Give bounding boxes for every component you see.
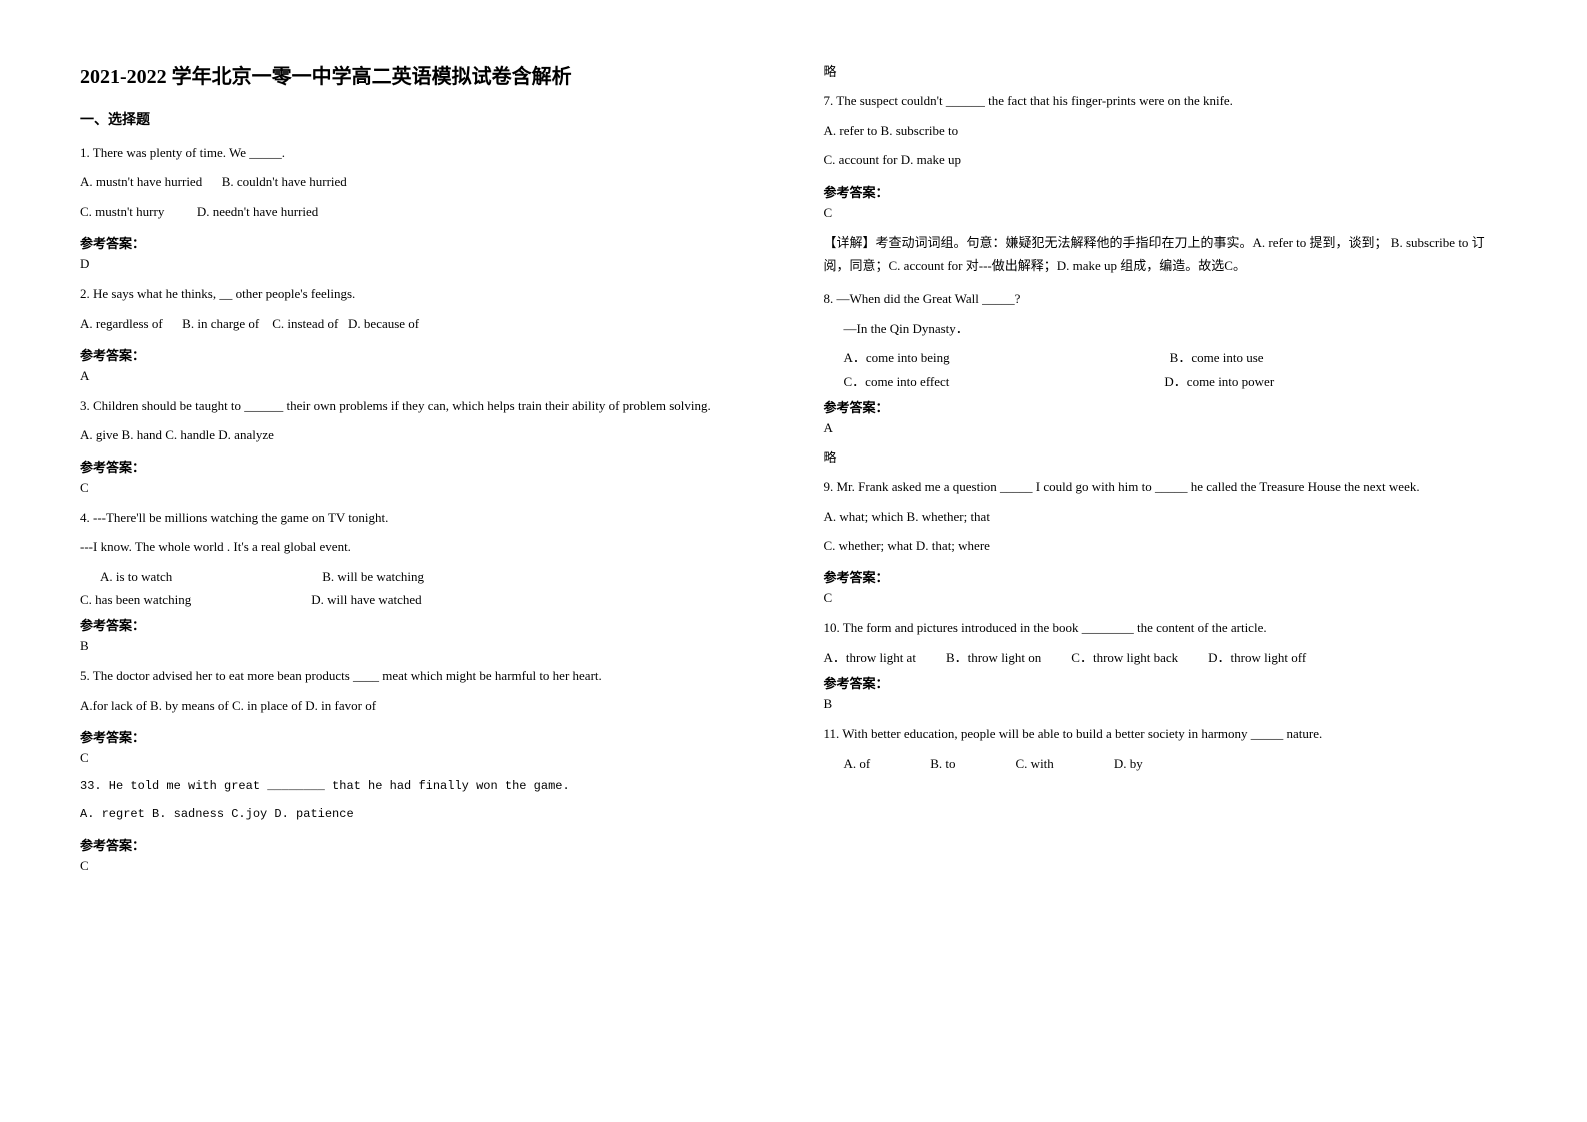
- q6-text: 33. He told me with great ________ that …: [80, 776, 764, 798]
- q1-options-row1: A. mustn't have hurried B. couldn't have…: [80, 170, 764, 193]
- section-header: 一、选择题: [80, 109, 764, 129]
- q4-optA: A. is to watch: [100, 565, 172, 588]
- q7-answer-label: 参考答案：: [824, 182, 1508, 201]
- q8-text: 8. —When did the Great Wall _____?: [824, 287, 1508, 310]
- q5-text: 5. The doctor advised her to eat more be…: [80, 664, 764, 687]
- q3-text: 3. Children should be taught to ______ t…: [80, 394, 764, 417]
- q2-answer-label: 参考答案：: [80, 345, 764, 364]
- q4-answer-label: 参考答案：: [80, 615, 764, 634]
- q11-optA: A. of: [844, 752, 871, 775]
- q11-optC: C. with: [1016, 752, 1054, 775]
- q8-optB: B．come into use: [1170, 346, 1264, 369]
- q7-options2: C. account for D. make up: [824, 148, 1508, 171]
- q2-optC: C. instead of: [272, 316, 338, 331]
- q3-answer: C: [80, 480, 764, 496]
- left-column: 2021-2022 学年北京一零一中学高二英语模拟试卷含解析 一、选择题 1. …: [80, 60, 764, 1062]
- q1-options-row2: C. mustn't hurry D. needn't have hurried: [80, 200, 764, 223]
- explanation-label: 【详解】: [824, 235, 876, 250]
- q2-optD: D. because of: [348, 316, 419, 331]
- q7-text: 7. The suspect couldn't ______ the fact …: [824, 89, 1508, 112]
- q1-optC: C. mustn't hurry: [80, 204, 164, 219]
- omit2: 略: [824, 446, 1508, 469]
- q4-text2: ---I know. The whole world . It's a real…: [80, 535, 764, 558]
- q2-text: 2. He says what he thinks, __ other peop…: [80, 282, 764, 305]
- q2-optB: B. in charge of: [182, 316, 259, 331]
- q2-optA: A. regardless of: [80, 316, 163, 331]
- q2-answer: A: [80, 368, 764, 384]
- q7-explanation-text: 考查动词词组。句意：嫌疑犯无法解释他的手指印在刀上的事实。A. refer to…: [824, 235, 1485, 273]
- q8-optA: A．come into being: [844, 346, 950, 369]
- q9-options1: A. what; which B. whether; that: [824, 505, 1508, 528]
- q11-optD: D. by: [1114, 752, 1143, 775]
- q1-text: 1. There was plenty of time. We _____.: [80, 141, 764, 164]
- q1-answer-label: 参考答案：: [80, 233, 764, 252]
- q6-answer-label: 参考答案：: [80, 835, 764, 854]
- q4-options-row2: C. has been watching D. will have watche…: [80, 588, 764, 611]
- q8-answer: A: [824, 420, 1508, 436]
- q4-optD: D. will have watched: [311, 588, 421, 611]
- q8-text2: —In the Qin Dynasty．: [844, 317, 1508, 340]
- q1-optA: A. mustn't have hurried: [80, 174, 202, 189]
- q7-answer: C: [824, 205, 1508, 221]
- q3-answer-label: 参考答案：: [80, 457, 764, 476]
- q10-options: A．throw light at B．throw light on C．thro…: [824, 646, 1508, 669]
- q6-answer: C: [80, 858, 764, 874]
- q8-optD: D．come into power: [1164, 370, 1274, 393]
- q4-optB: B. will be watching: [322, 565, 424, 588]
- q9-text: 9. Mr. Frank asked me a question _____ I…: [824, 475, 1508, 498]
- q3-options: A. give B. hand C. handle D. analyze: [80, 423, 764, 446]
- q4-text: 4. ---There'll be millions watching the …: [80, 506, 764, 529]
- q9-answer-label: 参考答案：: [824, 567, 1508, 586]
- q8-answer-label: 参考答案：: [824, 397, 1508, 416]
- right-column: 略 7. The suspect couldn't ______ the fac…: [824, 60, 1508, 1062]
- q9-options2: C. whether; what D. that; where: [824, 534, 1508, 557]
- q10-text: 10. The form and pictures introduced in …: [824, 616, 1508, 639]
- q10-optA: A．throw light at: [824, 646, 916, 669]
- omit1: 略: [824, 60, 1508, 83]
- q10-optB: B．throw light on: [946, 646, 1041, 669]
- q1-optB: B. couldn't have hurried: [222, 174, 347, 189]
- q7-explanation: 【详解】考查动词词组。句意：嫌疑犯无法解释他的手指印在刀上的事实。A. refe…: [824, 231, 1508, 278]
- q1-answer: D: [80, 256, 764, 272]
- q10-optD: D．throw light off: [1208, 646, 1306, 669]
- q4-answer: B: [80, 638, 764, 654]
- q5-answer-label: 参考答案：: [80, 727, 764, 746]
- document-title: 2021-2022 学年北京一零一中学高二英语模拟试卷含解析: [80, 60, 764, 89]
- q10-optC: C．throw light back: [1071, 646, 1178, 669]
- q7-options1: A. refer to B. subscribe to: [824, 119, 1508, 142]
- q11-options: A. of B. to C. with D. by: [844, 752, 1508, 775]
- q11-text: 11. With better education, people will b…: [824, 722, 1508, 745]
- q5-options: A.for lack of B. by means of C. in place…: [80, 694, 764, 717]
- q8-options-row2: C．come into effect D．come into power: [844, 370, 1508, 393]
- q5-answer: C: [80, 750, 764, 766]
- q6-options: A. regret B. sadness C.joy D. patience: [80, 804, 764, 826]
- q2-options: A. regardless of B. in charge of C. inst…: [80, 312, 764, 335]
- q9-answer: C: [824, 590, 1508, 606]
- q8-optC: C．come into effect: [844, 370, 950, 393]
- q10-answer-label: 参考答案：: [824, 673, 1508, 692]
- q4-optC: C. has been watching: [80, 588, 191, 611]
- q10-answer: B: [824, 696, 1508, 712]
- q8-options-row1: A．come into being B．come into use: [844, 346, 1508, 369]
- q4-options-row1: A. is to watch B. will be watching: [80, 565, 764, 588]
- q11-optB: B. to: [930, 752, 955, 775]
- q1-optD: D. needn't have hurried: [197, 204, 318, 219]
